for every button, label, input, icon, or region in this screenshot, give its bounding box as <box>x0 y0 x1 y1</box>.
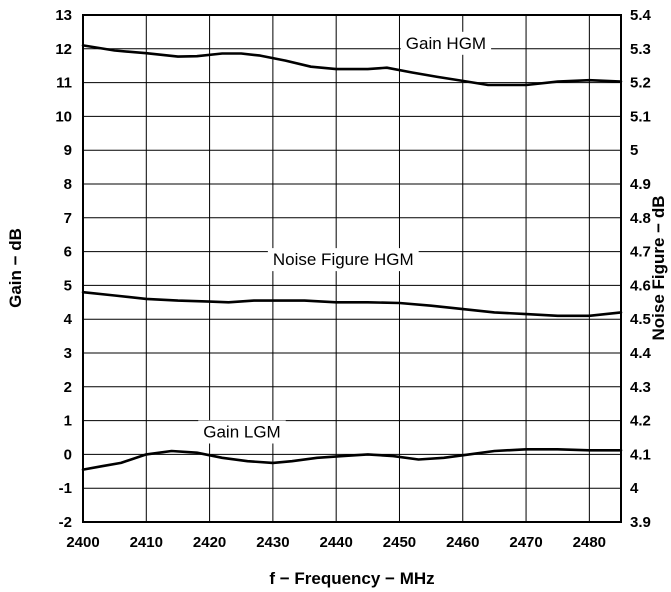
y2-tick-label: 4.5 <box>630 311 651 328</box>
y-tick-label: 10 <box>55 108 72 125</box>
annotations: Gain HGM Noise Figure HGM Gain LGM <box>198 31 492 444</box>
x-tick-label: 2470 <box>509 534 542 551</box>
series-line-gain-lgm <box>81 447 623 471</box>
y2-tick-label: 4.2 <box>630 413 651 430</box>
y-tick-label: 5 <box>64 277 72 294</box>
x-tick-label: 2450 <box>383 534 416 551</box>
y-tick-label: -1 <box>59 480 72 497</box>
series-lines <box>81 44 623 471</box>
annotation-background <box>400 31 492 55</box>
y2-tick-label: 4.1 <box>630 446 651 463</box>
x-tick-label: 2460 <box>446 534 479 551</box>
annotation-background <box>267 248 419 272</box>
y-tick-label: -2 <box>59 514 72 531</box>
tick-labels: 2400 2410 2420 2430 2440 2450 2460 2470 2480-2-1… <box>55 7 651 551</box>
plot-frame <box>82 14 622 523</box>
y2-tick-label: 4.9 <box>630 176 651 193</box>
x-tick-label: 2420 <box>193 534 226 551</box>
y-tick-label: 2 <box>64 379 72 396</box>
y-tick-label: 12 <box>55 41 72 58</box>
y2-axis-title: Noise Figure − dB <box>649 196 668 341</box>
y2-tick-label: 5.2 <box>630 75 651 92</box>
y2-tick-label: 4.6 <box>630 277 651 294</box>
x-axis-title: f − Frequency − MHz <box>269 569 434 588</box>
series-line-noise-figure-hgm <box>81 290 623 318</box>
x-tick-label: 2400 <box>66 534 99 551</box>
y2-tick-label: 3.9 <box>630 514 651 531</box>
x-tick-label: 2410 <box>130 534 163 551</box>
annotation-label: Noise Figure HGM <box>273 250 414 269</box>
series-line-gain-hgm <box>81 44 623 87</box>
y-tick-label: 11 <box>56 75 72 92</box>
y2-tick-label: 5.1 <box>630 108 651 125</box>
y2-tick-label: 5 <box>630 142 638 159</box>
y2-tick-label: 5.3 <box>630 41 651 58</box>
annotation-background <box>198 420 286 444</box>
y-tick-label: 8 <box>64 176 72 193</box>
y-tick-label: 3 <box>64 345 72 362</box>
y-tick-label: 4 <box>64 311 73 328</box>
y2-tick-label: 5.4 <box>630 7 652 24</box>
x-tick-label: 2480 <box>573 534 606 551</box>
y2-tick-label: 4.3 <box>630 379 651 396</box>
y2-tick-label: 4.8 <box>630 210 651 227</box>
annotation-label: Gain HGM <box>406 34 486 53</box>
y-tick-label: 13 <box>55 7 72 24</box>
y2-tick-label: 4.4 <box>630 345 652 362</box>
y-axis-title: Gain − dB <box>6 228 25 308</box>
y-tick-label: 7 <box>64 210 72 227</box>
x-tick-label: 2440 <box>319 534 352 551</box>
y2-tick-label: 4.7 <box>630 244 651 261</box>
annotation-label: Gain LGM <box>203 423 280 442</box>
y2-tick-label: 4 <box>630 480 639 497</box>
x-tick-label: 2430 <box>256 534 289 551</box>
y-tick-label: 9 <box>64 142 72 159</box>
y-tick-label: 6 <box>64 244 72 261</box>
y-tick-label: 0 <box>64 446 72 463</box>
y-tick-label: 1 <box>64 413 72 430</box>
